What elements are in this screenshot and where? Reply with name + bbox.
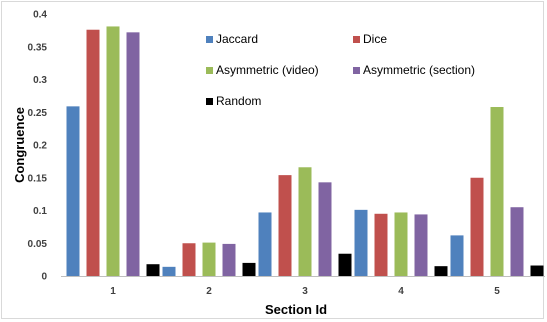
- y-tick-label: 0.1: [33, 206, 47, 217]
- bar-dice-1: [86, 29, 100, 276]
- bar-asymmetric-video-5: [490, 107, 504, 276]
- bar-random-5: [530, 265, 544, 276]
- y-axis-title: Congruence: [12, 107, 27, 183]
- y-tick-label: 0.25: [28, 108, 48, 119]
- legend-label: Jaccard: [216, 32, 258, 46]
- y-tick-label: 0: [41, 272, 47, 283]
- legend-swatch: [206, 67, 213, 74]
- x-tick-label: 3: [302, 286, 308, 297]
- x-tick-label: 2: [206, 286, 212, 297]
- bar-random-4: [434, 266, 448, 276]
- bar-asymmetric-section-4: [414, 214, 428, 276]
- bar-dice-5: [470, 177, 484, 276]
- bar-asymmetric-video-2: [202, 242, 216, 276]
- bar-jaccard-2: [162, 266, 176, 276]
- y-tick-label: 0.05: [28, 239, 48, 250]
- bar-random-3: [338, 253, 352, 276]
- y-tick-label: 0.15: [28, 173, 48, 184]
- legend-swatch: [353, 36, 360, 43]
- y-tick-label: 0.4: [33, 10, 47, 21]
- bar-jaccard-3: [258, 212, 272, 276]
- y-tick-label: 0.35: [28, 42, 48, 53]
- chart-legend: Jaccard Dice Asymmetric (video) Asymmetric …: [206, 32, 475, 108]
- bar-asymmetric-section-5: [510, 207, 524, 276]
- bar-jaccard-4: [354, 209, 368, 276]
- legend-label: Random: [216, 94, 261, 108]
- bar-asymmetric-section-1: [126, 32, 140, 277]
- bar-asymmetric-section-3: [318, 182, 332, 276]
- x-tick-label: 4: [398, 286, 404, 297]
- legend-swatch: [353, 67, 360, 74]
- bar-marks: [66, 26, 544, 277]
- bar-asymmetric-video-1: [106, 26, 120, 276]
- legend-label: Dice: [363, 32, 387, 46]
- bar-dice-3: [278, 175, 292, 276]
- legend-swatch: [206, 98, 213, 105]
- legend-item-jaccard: Jaccard: [206, 32, 258, 46]
- y-tick-label: 0.2: [33, 141, 47, 152]
- x-tick-label: 5: [494, 286, 500, 297]
- bar-jaccard-5: [450, 235, 464, 276]
- legend-label: Asymmetric (video): [216, 63, 319, 77]
- bar-asymmetric-video-4: [394, 212, 408, 276]
- legend-swatch: [206, 36, 213, 43]
- legend-item-random: Random: [206, 94, 261, 108]
- bar-dice-2: [182, 243, 196, 276]
- y-axis-ticks: 0 0.05 0.1 0.15 0.2 0.25 0.3 0.35 0.4: [28, 10, 48, 283]
- bar-asymmetric-video-3: [298, 167, 312, 276]
- bar-asymmetric-section-2: [222, 243, 236, 276]
- bar-random-1: [146, 264, 160, 276]
- y-tick-label: 0.3: [33, 75, 47, 86]
- x-axis-title: Section Id: [265, 302, 327, 317]
- x-axis-ticks: 1 2 3 4 5: [110, 286, 500, 297]
- bar-dice-4: [374, 213, 388, 276]
- bar-random-2: [242, 262, 256, 276]
- legend-item-asymmetric-section: Asymmetric (section): [353, 63, 475, 77]
- legend-item-dice: Dice: [353, 32, 387, 46]
- bar-jaccard-1: [66, 106, 80, 276]
- legend-item-asymmetric-video: Asymmetric (video): [206, 63, 319, 77]
- x-tick-label: 1: [110, 286, 116, 297]
- legend-label: Asymmetric (section): [363, 63, 475, 77]
